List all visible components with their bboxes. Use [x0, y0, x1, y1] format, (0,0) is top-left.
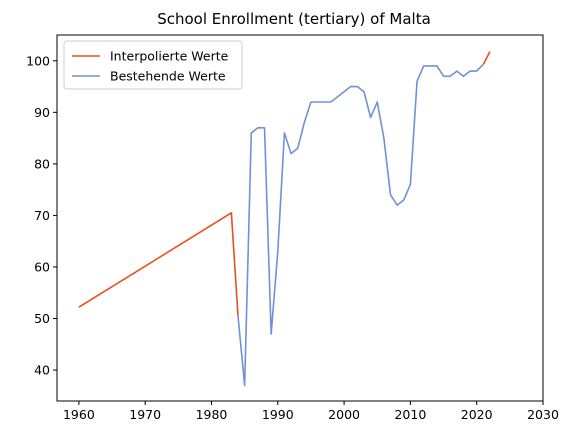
x-tick-label-2000: 2000 [328, 407, 360, 422]
series-line-0 [78, 212, 239, 316]
y-tick-label-100: 100 [26, 53, 50, 68]
series-line-2 [237, 63, 484, 387]
y-tick-label-40: 40 [34, 363, 50, 378]
x-tick-label-1980: 1980 [196, 407, 228, 422]
x-tick-label-2030: 2030 [527, 407, 559, 422]
x-tick-label-2010: 2010 [394, 407, 426, 422]
legend: Interpolierte Werte Bestehende Werte [63, 40, 243, 90]
y-tick-label-90: 90 [34, 105, 50, 120]
legend-label-0: Interpolierte Werte [110, 49, 229, 64]
y-tick-label-50: 50 [34, 311, 50, 326]
axes-frame [56, 34, 544, 402]
legend-label-1: Bestehende Werte [110, 69, 226, 84]
y-tick-label-60: 60 [34, 259, 50, 274]
series-line-1 [482, 51, 491, 65]
series-layer [78, 51, 491, 387]
x-tick-label-1970: 1970 [129, 407, 161, 422]
chart-title: School Enrollment (tertiary) of Malta [157, 10, 431, 28]
x-tick-label-2020: 2020 [461, 407, 493, 422]
axes-layer: 1960 1970 1980 1990 2000 2010 2020 2030 40 50 60 70… [26, 34, 559, 422]
legend-box [63, 40, 243, 90]
y-tick-label-70: 70 [34, 208, 50, 223]
x-tick-label-1960: 1960 [63, 407, 95, 422]
y-tick-label-80: 80 [34, 156, 50, 171]
x-tick-label-1990: 1990 [262, 407, 294, 422]
